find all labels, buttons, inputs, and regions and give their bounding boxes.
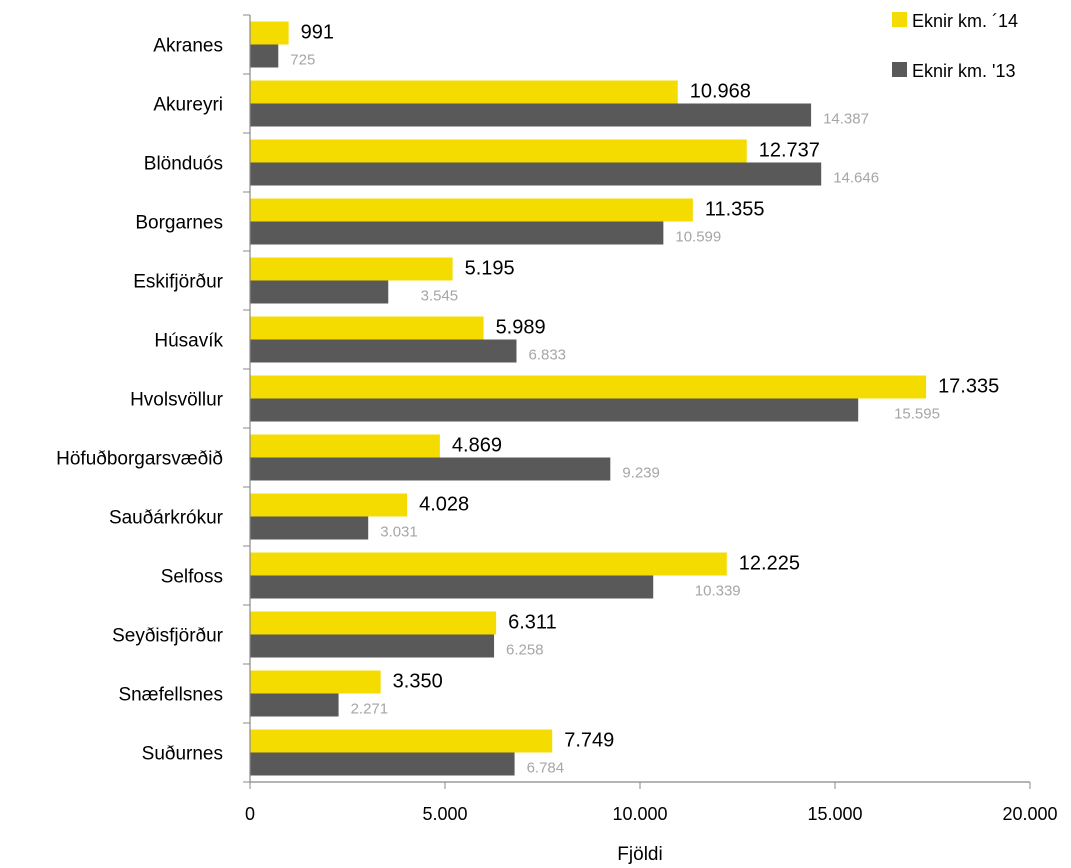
- x-tick-label: 20.000: [1002, 804, 1057, 824]
- value-label-2013: 14.646: [833, 170, 879, 187]
- bar-2013-5: [250, 339, 517, 363]
- bar-2013-10: [250, 634, 495, 658]
- bar-2014-4: [250, 257, 453, 281]
- value-label-2013: 6.833: [528, 347, 566, 364]
- category-label: Eskifjörður: [133, 272, 223, 293]
- value-label-2013: 6.784: [527, 760, 565, 777]
- legend-swatch-1: [892, 62, 907, 77]
- bar-2013-2: [250, 162, 822, 186]
- value-label-2013: 10.599: [675, 229, 721, 246]
- bar-2014-3: [250, 198, 693, 222]
- value-label-2013: 9.239: [622, 465, 660, 482]
- bar-2014-1: [250, 80, 678, 104]
- bar-2013-9: [250, 575, 654, 599]
- value-label-2014: 7.749: [564, 730, 614, 752]
- bar-2013-7: [250, 457, 611, 481]
- legend-label-0: Eknir km. ´14: [912, 11, 1018, 31]
- value-label-2014: 3.350: [393, 671, 443, 693]
- bars-group: [250, 21, 927, 776]
- value-label-2013: 725: [290, 52, 315, 69]
- axes-group: Akranes Akureyri Blönduós Borgarnes Eskifjör…: [56, 14, 1058, 824]
- bar-2014-12: [250, 729, 553, 753]
- bar-2014-7: [250, 434, 440, 458]
- x-tick-label: 0: [245, 804, 255, 824]
- value-label-2014: 17.335: [938, 376, 999, 398]
- bar-2014-11: [250, 670, 381, 694]
- category-label: Hvolsvöllur: [130, 390, 224, 411]
- category-label: Seyðisfjörður: [112, 626, 224, 647]
- category-label: Suðurnes: [142, 744, 223, 765]
- legend: Eknir km. ´14 Eknir km. '13: [892, 11, 1018, 81]
- bar-2013-0: [250, 44, 279, 68]
- bar-2014-10: [250, 611, 497, 635]
- bar-2013-1: [250, 103, 812, 127]
- bar-2013-6: [250, 398, 859, 422]
- value-label-2014: 11.355: [705, 199, 765, 221]
- bar-2013-3: [250, 221, 664, 245]
- bar-2014-2: [250, 139, 747, 163]
- value-label-2014: 6.311: [508, 612, 557, 634]
- bar-2013-8: [250, 516, 369, 540]
- category-label: Borgarnes: [135, 213, 223, 234]
- bar-2014-9: [250, 552, 727, 576]
- value-label-2014: 5.989: [496, 317, 546, 339]
- category-label: Akureyri: [153, 95, 223, 116]
- value-label-2014: 5.195: [465, 258, 515, 280]
- value-label-2013: 3.031: [380, 524, 418, 541]
- x-tick-label: 5.000: [422, 804, 467, 824]
- category-label: Akranes: [153, 36, 223, 57]
- category-label: Sauðárkrókur: [109, 508, 224, 529]
- value-label-2014: 991: [301, 22, 334, 44]
- category-label: Snæfellsnes: [118, 685, 223, 706]
- value-label-2013: 2.271: [351, 701, 389, 718]
- legend-label-1: Eknir km. '13: [912, 61, 1015, 81]
- category-label: Húsavík: [154, 331, 223, 352]
- value-label-2013: 10.339: [695, 583, 741, 600]
- x-tick-label: 15.000: [807, 804, 862, 824]
- x-axis-title: Fjöldi: [617, 844, 662, 865]
- value-label-2014: 12.225: [739, 553, 800, 575]
- legend-swatch-0: [892, 12, 907, 27]
- bar-2014-6: [250, 375, 927, 399]
- category-label: Höfuðborgarsvæðið: [56, 449, 223, 470]
- value-label-2014: 12.737: [759, 140, 820, 162]
- value-label-2013: 14.387: [823, 111, 869, 128]
- value-label-2014: 4.028: [419, 494, 469, 516]
- bar-2014-0: [250, 21, 289, 45]
- value-label-2013: 6.258: [506, 642, 544, 659]
- value-label-2013: 3.545: [421, 288, 459, 305]
- bar-2013-11: [250, 693, 339, 717]
- value-label-2013: 15.595: [894, 406, 940, 423]
- x-tick-label: 10.000: [612, 804, 667, 824]
- bar-2014-5: [250, 316, 484, 340]
- category-label: Selfoss: [161, 567, 223, 588]
- category-label: Blönduós: [144, 154, 223, 175]
- bar-2014-8: [250, 493, 408, 517]
- bar-2013-12: [250, 752, 515, 776]
- value-label-2014: 10.968: [690, 81, 751, 103]
- bar-2013-4: [250, 280, 389, 304]
- value-label-2014: 4.869: [452, 435, 502, 457]
